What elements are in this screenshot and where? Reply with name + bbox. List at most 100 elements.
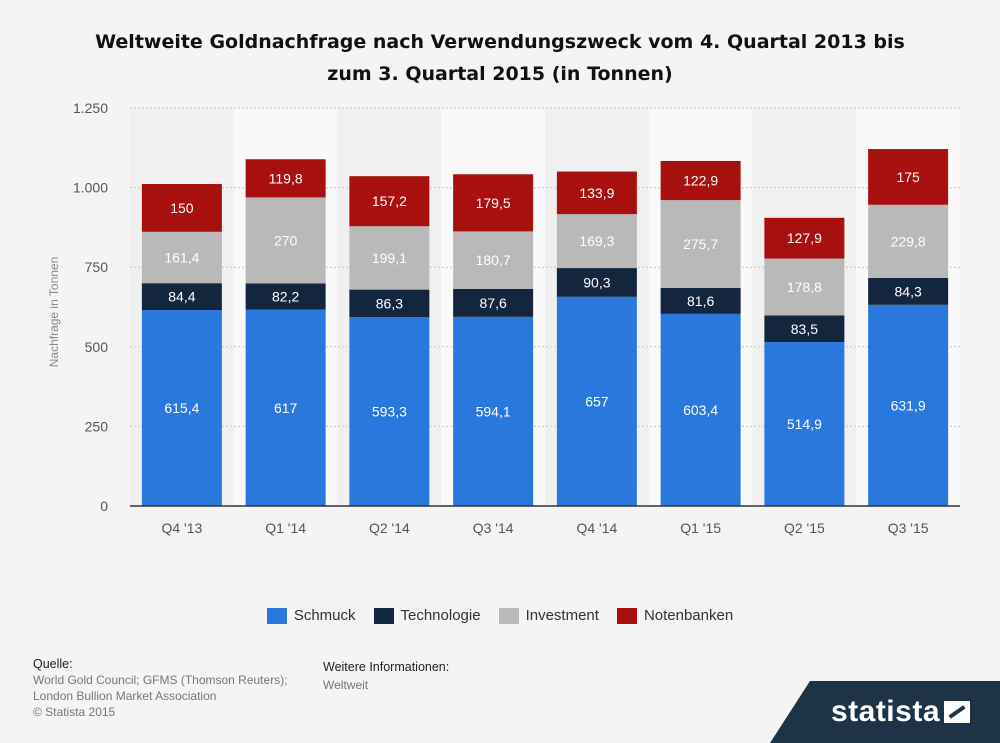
data-label: 83,5 [791, 321, 818, 337]
chart-title-line-2: zum 3. Quartal 2015 (in Tonnen) [327, 63, 673, 85]
bar-segment-schmuck [349, 317, 430, 506]
info-block: Weitere Informationen: Weltweit [323, 658, 449, 694]
source-heading: Quelle: [33, 657, 73, 671]
x-tick-label: Q4 '13 [161, 520, 202, 536]
legend-label-notenbanken: Notenbanken [643, 607, 734, 624]
legend-swatch-technologie [373, 607, 394, 624]
bar-segment-schmuck [660, 313, 741, 506]
y-tick-label: 250 [85, 418, 109, 434]
data-label: 631,9 [891, 397, 926, 413]
data-label: 657 [585, 393, 609, 409]
brand-banner[interactable]: statista [770, 681, 1000, 743]
copyright-line: © Statista 2015 [33, 705, 116, 719]
bar-segment-notenbanken [868, 149, 949, 205]
data-label: 84,3 [895, 283, 922, 299]
legend-swatch-notenbanken [616, 607, 637, 624]
legend-label-schmuck: Schmuck [293, 607, 356, 624]
bar-segment-notenbanken [453, 174, 534, 232]
data-label: 275,7 [683, 236, 718, 252]
bar-segment-notenbanken [245, 159, 326, 198]
legend-label-technologie: Technologie [400, 607, 481, 624]
bar-segment-notenbanken [556, 171, 637, 215]
legend-swatch-investment [498, 607, 519, 624]
bar-segment-investment [141, 231, 222, 284]
x-tick-label: Q2 '15 [784, 520, 825, 536]
data-label: 199,1 [372, 250, 407, 266]
data-label: 84,4 [168, 289, 195, 305]
bar-segment-investment [868, 204, 949, 278]
chart-title-line-1: Weltweite Goldnachfrage nach Verwendungs… [95, 31, 905, 53]
legend-label-investment: Investment [525, 607, 599, 624]
y-tick-label: 1.250 [73, 100, 108, 116]
data-label: 180,7 [476, 252, 511, 268]
x-tick-label: Q4 '14 [576, 520, 617, 536]
y-tick-label: 750 [85, 259, 109, 275]
brand-name: statista [830, 695, 940, 728]
bar-segment-schmuck [141, 310, 222, 506]
source-line: London Bullion Market Association [33, 689, 217, 703]
bar-segment-schmuck [245, 309, 326, 506]
legend-item-notenbanken[interactable]: Notenbanken [616, 607, 734, 624]
info-heading: Weitere Informationen: [323, 660, 450, 674]
bar-segment-notenbanken [764, 217, 845, 259]
bar-segment-investment [349, 226, 430, 290]
data-label: 86,3 [376, 295, 403, 311]
statista-logo-icon [944, 701, 970, 723]
data-label: 593,3 [372, 404, 407, 420]
chart-legend: Schmuck Technologie Investment Notenbank… [0, 607, 1000, 624]
y-tick-label: 1.000 [73, 180, 108, 196]
source-block: Quelle: World Gold Council; GFMS (Thomso… [33, 656, 288, 720]
data-label: 270 [274, 232, 298, 248]
bar-segment-technologie [141, 283, 222, 311]
bar-segment-notenbanken [141, 184, 222, 232]
legend-item-technologie[interactable]: Technologie [373, 607, 481, 624]
data-label: 81,6 [687, 293, 714, 309]
data-label: 82,2 [272, 288, 299, 304]
data-label: 150 [170, 200, 194, 216]
data-label: 617 [274, 400, 298, 416]
data-label: 169,3 [579, 233, 614, 249]
bar-segment-technologie [556, 268, 637, 297]
x-tick-label: Q2 '14 [369, 520, 410, 536]
data-label: 127,9 [787, 230, 822, 246]
bar-segment-schmuck [868, 304, 949, 506]
data-label: 603,4 [683, 402, 718, 418]
info-value: Weltweit [323, 678, 369, 692]
legend-swatch-schmuck [266, 607, 287, 624]
x-tick-label: Q1 '15 [680, 520, 721, 536]
y-tick-label: 0 [100, 498, 108, 514]
bar-segment-technologie [660, 287, 741, 314]
bar-segment-investment [245, 197, 326, 284]
data-label: 87,6 [480, 295, 507, 311]
bar-segment-investment [453, 231, 534, 289]
data-label: 594,1 [476, 403, 511, 419]
data-label: 122,9 [683, 173, 718, 189]
bar-segment-investment [556, 214, 637, 269]
data-label: 178,8 [787, 279, 822, 295]
x-tick-label: Q1 '14 [265, 520, 306, 536]
bar-segment-technologie [764, 315, 845, 343]
data-label: 179,5 [476, 195, 511, 211]
data-label: 90,3 [583, 274, 610, 290]
chart-title: Weltweite Goldnachfrage nach Verwendungs… [60, 26, 940, 90]
bar-segment-technologie [868, 277, 949, 305]
data-label: 229,8 [891, 233, 926, 249]
source-line: World Gold Council; GFMS (Thomson Reuter… [33, 673, 288, 687]
data-label: 133,9 [579, 185, 614, 201]
bar-segment-schmuck [764, 342, 845, 506]
bar-segment-technologie [349, 289, 430, 318]
legend-item-schmuck[interactable]: Schmuck [266, 607, 356, 624]
bar-segment-notenbanken [660, 160, 741, 201]
data-label: 615,4 [164, 400, 199, 416]
bar-segment-technologie [453, 288, 534, 317]
legend-item-investment[interactable]: Investment [498, 607, 599, 624]
data-label: 157,2 [372, 193, 407, 209]
data-label: 514,9 [787, 416, 822, 432]
bar-segment-schmuck [556, 296, 637, 506]
bar-segment-investment [660, 200, 741, 288]
bar-segment-notenbanken [349, 176, 430, 227]
bar-segment-technologie [245, 283, 326, 310]
x-tick-label: Q3 '15 [888, 520, 929, 536]
data-label: 119,8 [269, 170, 303, 186]
stacked-bar-chart: 0 250 500 750 1.000 1.250 Nachfrage in Tonnen 6… [47, 100, 960, 536]
